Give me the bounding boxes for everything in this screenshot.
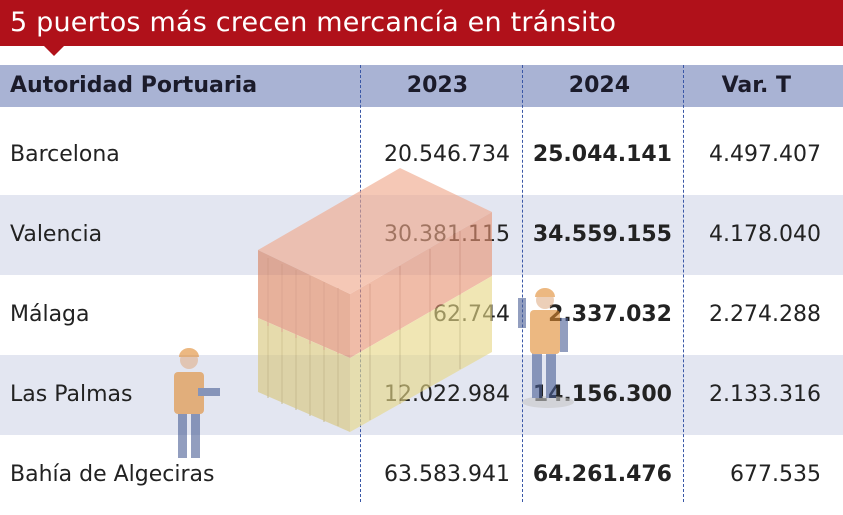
header-2024: 2024 [568,73,630,98]
cell-2023: 20.546.734 [384,142,510,167]
cell-var: 677.535 [730,462,821,487]
column-divider [522,65,523,502]
header-var: Var. T [721,73,791,98]
cell-2024: 14.156.300 [532,382,672,407]
cell-2024: 25.044.141 [532,142,672,167]
cell-var: 4.178.040 [709,222,821,247]
table-row: Las Palmas 12.022.984 14.156.300 2.133.3… [0,355,843,435]
cell-var: 4.497.407 [709,142,821,167]
cell-2024: 64.261.476 [532,462,672,487]
title-bar: 5 puertos más crecen mercancía en tránsi… [0,0,843,46]
cell-2023: 30.381.115 [384,222,510,247]
cell-var: 2.274.288 [709,302,821,327]
page-title: 5 puertos más crecen mercancía en tránsi… [10,7,617,38]
cell-2023: 12.022.984 [384,382,510,407]
header-authority: Autoridad Portuaria [10,73,258,98]
table-header: Autoridad Portuaria 2023 2024 Var. T [0,65,843,107]
cell-authority: Valencia [10,222,103,247]
cell-2023: 63.583.941 [384,462,510,487]
cell-authority: Las Palmas [10,382,133,407]
header-2023: 2023 [406,73,468,98]
cell-authority: Barcelona [10,142,120,167]
cell-2024: 2.337.032 [548,302,672,327]
cell-authority: Bahía de Algeciras [10,462,215,487]
cell-2023: 62.744 [433,302,510,327]
cell-authority: Málaga [10,302,90,327]
column-divider [683,65,684,502]
title-notch [44,46,64,56]
column-divider [360,65,361,502]
cell-2024: 34.559.155 [532,222,672,247]
cell-var: 2.133.316 [709,382,821,407]
table-row: Barcelona 20.546.734 25.044.141 4.497.40… [0,115,843,195]
table-row: Málaga 62.744 2.337.032 2.274.288 [0,275,843,355]
table-row: Bahía de Algeciras 63.583.941 64.261.476… [0,435,843,515]
table-row: Valencia 30.381.115 34.559.155 4.178.040 [0,195,843,275]
